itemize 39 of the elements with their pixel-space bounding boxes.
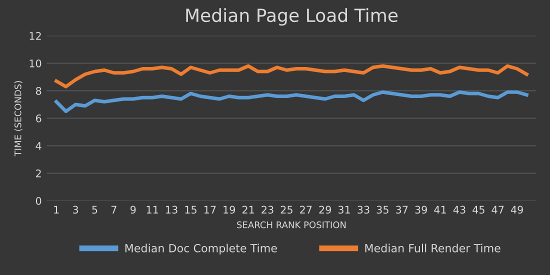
x-tick-label: 45 xyxy=(472,206,484,214)
x-tick-label: 37 xyxy=(396,206,408,214)
x-tick-label: 3 xyxy=(73,206,78,214)
line-series xyxy=(54,90,528,114)
legend-label: Median Doc Complete Time xyxy=(125,244,277,255)
x-tick-label: 11 xyxy=(146,206,158,214)
x-tick-label: 49 xyxy=(510,206,523,214)
y-tick-label: 8 xyxy=(36,86,42,95)
x-tick-label: 23 xyxy=(262,206,274,214)
x-tick-label: 7 xyxy=(111,206,116,214)
x-tick-label: 27 xyxy=(300,206,312,214)
line-series xyxy=(54,64,528,88)
x-tick-label: 21 xyxy=(242,206,254,214)
y-tick-label: 6 xyxy=(36,114,42,122)
x-tick-label: 33 xyxy=(358,206,370,214)
x-tick-label: 41 xyxy=(434,206,446,214)
x-tick-label: 9 xyxy=(130,206,136,214)
y-tick-label: 4 xyxy=(36,142,42,150)
x-tick-label: 19 xyxy=(224,206,236,214)
x-tick-label: 31 xyxy=(338,206,350,214)
x-tick-label: 13 xyxy=(166,206,178,214)
legend-label: Median Full Render Time xyxy=(365,244,500,252)
x-tick-label: 5 xyxy=(92,206,98,214)
chart-title: Median Page Load Time xyxy=(186,8,398,26)
x-tick-label: 17 xyxy=(204,206,216,214)
x-tick-label: 35 xyxy=(376,206,388,214)
x-tick-label: 43 xyxy=(453,206,466,214)
x-axis-title: SEARCH RANK POSITION xyxy=(237,221,346,228)
y-tick-label: 2 xyxy=(36,169,41,178)
y-tick-label: 12 xyxy=(30,32,41,40)
x-tick-label: 47 xyxy=(492,206,504,214)
y-axis-title: TIME (SECONDS) xyxy=(14,81,22,156)
x-tick-label: 1 xyxy=(54,206,59,214)
x-tick-label: 39 xyxy=(415,206,427,214)
x-tick-label: 25 xyxy=(280,206,292,214)
x-tick-label: 15 xyxy=(185,206,196,214)
y-tick-label: 10 xyxy=(30,59,42,68)
x-tick-label: 29 xyxy=(319,206,331,214)
y-tick-label: 0 xyxy=(36,196,42,205)
